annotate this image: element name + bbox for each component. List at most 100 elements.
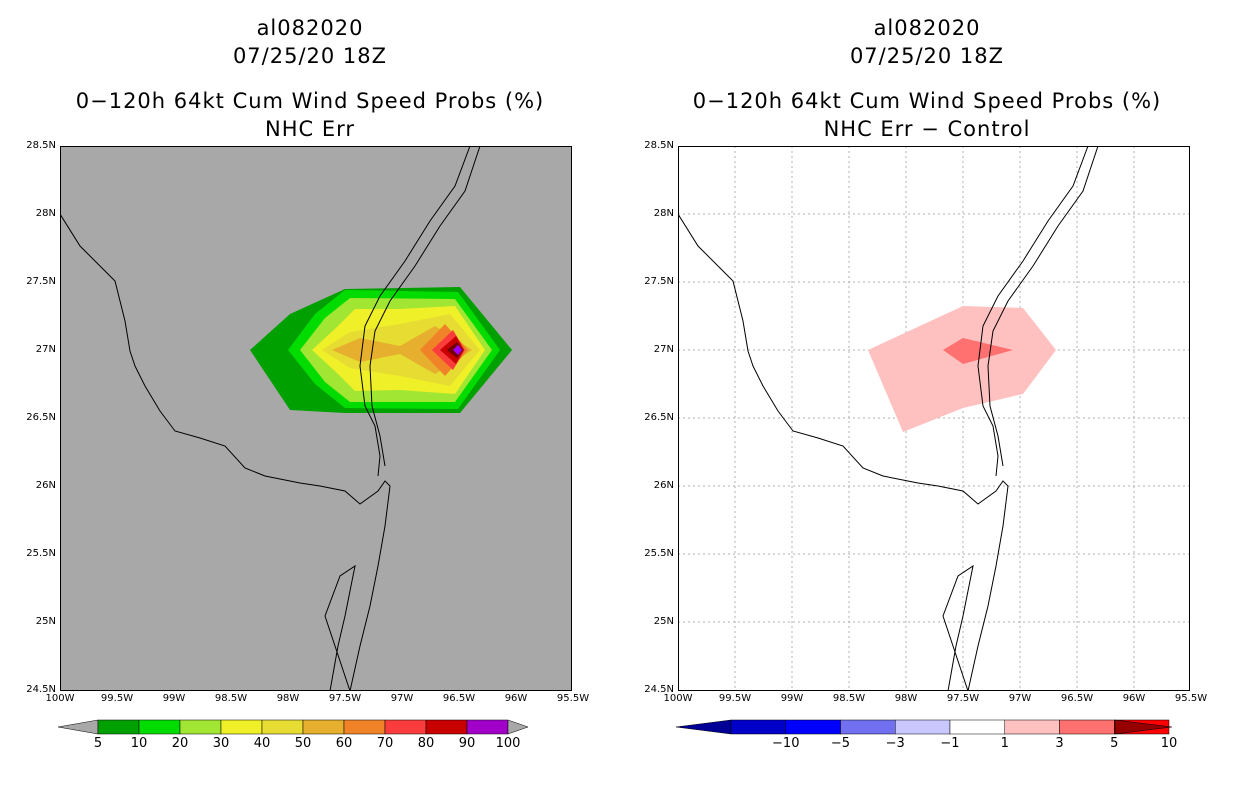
right-colorbar-label: −10 bbox=[772, 736, 800, 751]
left-title-subtitle: NHC Err bbox=[264, 117, 355, 141]
right-colorbar-label: 1 bbox=[1000, 736, 1009, 751]
left-lon-label: 97W bbox=[390, 693, 414, 704]
left-lat-label: 28.5N bbox=[26, 140, 56, 151]
right-inlet-south bbox=[942, 564, 974, 691]
left-lat-label: 25N bbox=[35, 616, 56, 627]
right-colorbar-label: 10 bbox=[1160, 736, 1178, 751]
left-colorbar-swatch bbox=[261, 719, 304, 735]
right-lat-label: 28N bbox=[653, 208, 674, 219]
left-colorbar-label: 80 bbox=[417, 736, 435, 751]
right-colorbar-swatch bbox=[1059, 719, 1115, 735]
left-colorbar-swatch bbox=[97, 719, 140, 735]
left-lon-label: 96W bbox=[504, 693, 528, 704]
right-lon-label: 96W bbox=[1122, 693, 1146, 704]
left-coastline bbox=[60, 213, 391, 691]
left-colorbar-swatch bbox=[138, 719, 181, 735]
left-lat-label: 28N bbox=[35, 208, 56, 219]
right-colorbar-label: −3 bbox=[885, 736, 905, 751]
right-lon-label: 95.5W bbox=[1174, 693, 1208, 704]
right-colorbar-label: 5 bbox=[1110, 736, 1119, 751]
left-lat-label: 24.5N bbox=[26, 684, 56, 695]
left-inlet-south bbox=[324, 564, 356, 691]
right-title-subtitle: NHC Err − Control bbox=[823, 117, 1031, 141]
left-barrier-island-2 bbox=[369, 146, 481, 467]
right-lon-label: 96.5W bbox=[1060, 693, 1094, 704]
right-lat-label: 27N bbox=[653, 344, 674, 355]
right-lon-label: 99W bbox=[780, 693, 804, 704]
left-lon-label: 98.5W bbox=[214, 693, 248, 704]
right-colorbar-label: 3 bbox=[1055, 736, 1064, 751]
right-lat-label: 25N bbox=[653, 616, 674, 627]
left-barrier-island bbox=[359, 146, 471, 477]
right-colorbar-swatch bbox=[785, 719, 841, 735]
right-colorbar-low-end bbox=[676, 719, 732, 735]
right-lat-label: 25.5N bbox=[644, 548, 674, 559]
left-colorbar-swatch bbox=[466, 719, 509, 735]
left-colorbar-label: 70 bbox=[376, 736, 394, 751]
right-lon-label: 97W bbox=[1008, 693, 1032, 704]
right-lat-label: 24.5N bbox=[644, 684, 674, 695]
left-lat-label: 27N bbox=[35, 344, 56, 355]
left-colorbar-label: 30 bbox=[212, 736, 230, 751]
left-colorbar-swatch bbox=[302, 719, 345, 735]
left-colorbar-high-end bbox=[507, 719, 528, 735]
left-colorbar-label: 100 bbox=[495, 736, 521, 751]
left-lon-label: 100W bbox=[45, 693, 75, 704]
right-title-date: 07/25/20 18Z bbox=[849, 44, 1005, 68]
right-colorbar-label: −5 bbox=[830, 736, 851, 751]
right-colorbar-swatch bbox=[730, 719, 786, 735]
right-lon-label: 99.5W bbox=[718, 693, 752, 704]
right-barrier-island bbox=[977, 146, 1089, 477]
right-colorbar bbox=[676, 719, 1172, 735]
right-title-product: 0−120h 64kt Cum Wind Speed Probs (%) bbox=[692, 89, 1162, 113]
left-colorbar-label: 10 bbox=[130, 736, 148, 751]
right-lat-label: 28.5N bbox=[644, 140, 674, 151]
right-lat-label: 27.5N bbox=[644, 276, 674, 287]
left-map-background bbox=[60, 146, 572, 691]
left-colorbar-swatch bbox=[425, 719, 468, 735]
left-lon-label: 97.5W bbox=[328, 693, 362, 704]
left-colorbar-label: 5 bbox=[93, 736, 103, 751]
left-title-product: 0−120h 64kt Cum Wind Speed Probs (%) bbox=[75, 89, 545, 113]
right-lon-label: 98W bbox=[894, 693, 918, 704]
right-colorbar-swatch bbox=[1004, 719, 1060, 735]
left-lon-label: 95.5W bbox=[556, 693, 590, 704]
right-gridlines bbox=[678, 146, 1190, 691]
left-map-frame bbox=[60, 146, 572, 691]
left-lat-label: 26.5N bbox=[26, 412, 56, 423]
right-colorbar-swatch bbox=[895, 719, 951, 735]
left-colorbar-swatch bbox=[220, 719, 263, 735]
right-lon-label: 97.5W bbox=[946, 693, 980, 704]
left-lon-label: 98W bbox=[276, 693, 300, 704]
right-title-storm: al082020 bbox=[873, 16, 981, 40]
left-colorbar-label: 60 bbox=[335, 736, 353, 751]
left-colorbar-label: 40 bbox=[253, 736, 271, 751]
diff-contour-3 bbox=[943, 338, 1013, 364]
left-lat-label: 26N bbox=[35, 480, 56, 491]
right-colorbar-swatch bbox=[949, 719, 1005, 735]
right-barrier-island-2 bbox=[987, 146, 1099, 467]
right-lon-label: 100W bbox=[663, 693, 693, 704]
right-colorbar-swatch bbox=[840, 719, 896, 735]
right-map-frame bbox=[678, 146, 1190, 691]
left-colorbar-swatch bbox=[179, 719, 222, 735]
right-lat-label: 26N bbox=[653, 480, 674, 491]
right-colorbar-high-end bbox=[1114, 719, 1172, 735]
left-colorbar-label: 90 bbox=[458, 736, 476, 751]
prob-contour-100 bbox=[453, 345, 462, 355]
left-lon-label: 99.5W bbox=[100, 693, 134, 704]
left-lat-label: 27.5N bbox=[26, 276, 56, 287]
right-map bbox=[678, 146, 1190, 691]
left-map bbox=[60, 146, 572, 691]
left-colorbar-label: 50 bbox=[294, 736, 312, 751]
right-coastline bbox=[678, 213, 1009, 691]
left-lon-label: 96.5W bbox=[442, 693, 476, 704]
left-lat-label: 25.5N bbox=[26, 548, 56, 559]
left-title-storm: al082020 bbox=[256, 16, 364, 40]
left-title-date: 07/25/20 18Z bbox=[232, 44, 388, 68]
right-lat-label: 26.5N bbox=[644, 412, 674, 423]
left-colorbar-swatch bbox=[343, 719, 386, 735]
left-lon-label: 99W bbox=[162, 693, 186, 704]
right-colorbar-label: −1 bbox=[940, 736, 960, 751]
diff-contour-1 bbox=[868, 306, 1056, 432]
